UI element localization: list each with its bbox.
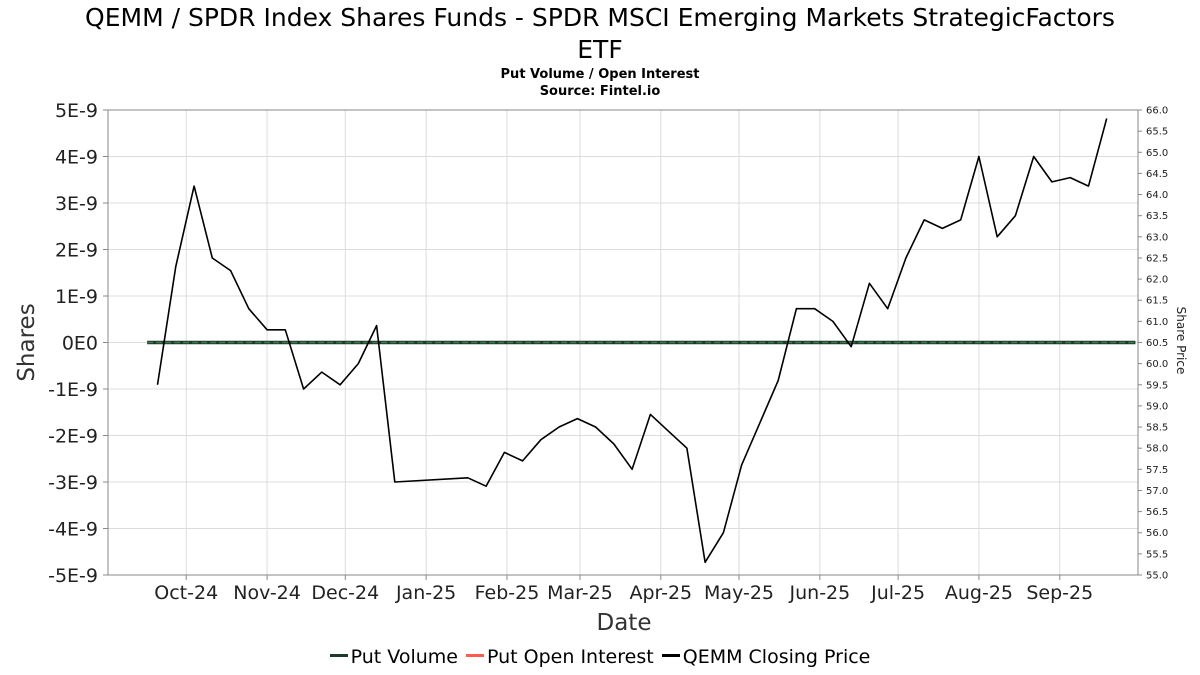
chart-title-line-1: QEMM / SPDR Index Shares Funds - SPDR MS… <box>85 3 1115 32</box>
y2-tick-label: 56.5 <box>1146 507 1168 518</box>
chart-title: QEMM / SPDR Index Shares Funds - SPDR MS… <box>0 2 1200 66</box>
series-closing-price <box>156 118 1108 564</box>
x-tick-label: Jun-25 <box>789 582 851 604</box>
y2-tick-label: 57.0 <box>1146 486 1168 497</box>
x-tick-label: Jan-25 <box>395 582 456 604</box>
legend-label-put-volume: Put Volume <box>350 646 458 668</box>
x-tick-label: Aug-25 <box>945 582 1013 604</box>
legend-item-closing-price[interactable]: QEMM Closing Price <box>661 646 871 668</box>
x-tick-label: Dec-24 <box>311 582 379 604</box>
y2-tick-label: 63.0 <box>1146 232 1168 243</box>
y2-tick-label: 61.0 <box>1146 317 1168 328</box>
y-tick-label: -3E-9 <box>48 472 98 494</box>
y2-tick-label: 64.0 <box>1146 190 1168 201</box>
x-tick-label: Nov-24 <box>233 582 301 604</box>
y2-tick-label: 62.5 <box>1146 253 1168 264</box>
legend-item-put-volume[interactable]: Put Volume <box>329 646 458 668</box>
y2-tick-label: 61.5 <box>1146 296 1168 307</box>
legend-label-put-open-interest: Put Open Interest <box>487 646 654 668</box>
y2-tick-label: 64.5 <box>1146 169 1168 180</box>
x-tick-label: Mar-25 <box>547 582 613 604</box>
y-tick-label: 2E-9 <box>55 240 98 262</box>
y2-tick-label: 56.0 <box>1146 528 1168 539</box>
y2-tick-label: 62.0 <box>1146 275 1168 286</box>
legend-swatch-put-volume <box>329 654 348 657</box>
y2-tick-label: 59.0 <box>1146 401 1168 412</box>
y-tick-label: -5E-9 <box>48 565 98 587</box>
y2-tick-label: 57.5 <box>1146 465 1168 476</box>
y2-tick-label: 60.0 <box>1146 359 1168 370</box>
chart-title-line-2: ETF <box>577 35 623 64</box>
y2-tick-label: 55.0 <box>1146 571 1168 582</box>
chart-subtitle: Put Volume / Open Interest <box>500 67 700 82</box>
y2-axis-title: Share Price <box>1174 307 1188 375</box>
y-tick-label: -4E-9 <box>48 519 98 541</box>
chart-svg: 5E-9 4E-9 3E-9 2E-9 1E-9 0E0 -1E-9 -2E-9 -3E-9 -4… <box>14 100 1188 636</box>
plot-frame <box>107 109 1139 576</box>
x-tick-label: Sep-25 <box>1026 582 1093 604</box>
x-axis-title: Date <box>597 610 652 636</box>
y-tick-label: 4E-9 <box>55 147 98 169</box>
y2-tick-label: 63.5 <box>1146 211 1168 222</box>
y2-tick-label: 58.0 <box>1146 444 1168 455</box>
legend-item-put-open-interest[interactable]: Put Open Interest <box>466 646 654 668</box>
y2-tick-label: 55.5 <box>1146 549 1168 560</box>
y2-tick-label: 58.5 <box>1146 423 1168 434</box>
y-tick-label: 5E-9 <box>55 100 98 122</box>
y-tick-label: -2E-9 <box>48 426 98 448</box>
y2-tick-label: 60.5 <box>1146 338 1168 349</box>
y-tick-label: 3E-9 <box>55 193 98 215</box>
y2-tick-label: 65.0 <box>1146 148 1168 159</box>
x-tick-label: May-25 <box>704 582 774 604</box>
y2-tick-label: 66.0 <box>1146 106 1168 117</box>
y-tick-label: 1E-9 <box>55 286 98 308</box>
x-tick-label: Jul-25 <box>870 582 925 604</box>
x-tick-label: Apr-25 <box>629 582 692 604</box>
y-tick-label: -1E-9 <box>48 379 98 401</box>
y-axis-title: Shares <box>14 303 40 381</box>
legend-swatch-put-open-interest <box>466 654 485 657</box>
x-tick-label: Oct-24 <box>154 582 218 604</box>
y-tick-label: 0E0 <box>62 333 98 355</box>
legend-swatch-closing-price <box>661 654 680 657</box>
y2-tick-label: 65.5 <box>1146 127 1168 138</box>
chart-legend: Put Volume Put Open Interest QEMM Closin… <box>0 646 1200 668</box>
y2-tick-label: 59.5 <box>1146 380 1168 391</box>
x-tick-label: Feb-25 <box>475 582 540 604</box>
chart-source: Source: Fintel.io <box>539 84 661 99</box>
legend-label-closing-price: QEMM Closing Price <box>682 646 871 668</box>
